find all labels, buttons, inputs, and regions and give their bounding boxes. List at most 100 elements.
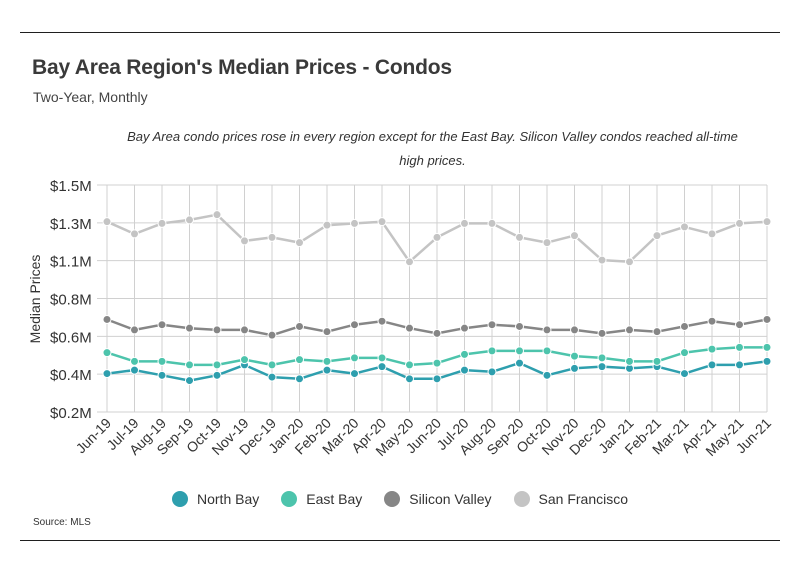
chart-legend: North Bay East Bay Silicon Valley San Franc… — [0, 491, 800, 507]
data-point-san-francisco — [597, 255, 607, 265]
y-tick-label: $0.8M — [50, 292, 92, 309]
data-point-north-bay — [542, 370, 552, 380]
data-point-north-bay — [515, 358, 524, 368]
series-east-bay — [102, 342, 772, 370]
data-point-san-francisco — [240, 236, 249, 246]
data-point-east-bay — [267, 360, 277, 370]
y-axis-label: Median Prices — [27, 255, 43, 344]
data-point-north-bay — [487, 367, 497, 377]
legend-label: San Francisco — [538, 491, 628, 507]
data-point-east-bay — [212, 360, 222, 370]
legend-swatch-east-bay — [281, 491, 298, 507]
legend-swatch-silicon-valley — [384, 491, 401, 507]
chart-subtitle: Two-Year, Monthly — [33, 89, 148, 105]
series-lines — [102, 210, 772, 386]
legend-label: Silicon Valley — [409, 491, 492, 507]
data-point-san-francisco — [377, 217, 387, 227]
data-point-north-bay — [212, 370, 222, 380]
legend-item-north-bay: North Bay — [172, 491, 259, 507]
data-point-east-bay — [652, 356, 662, 366]
data-point-east-bay — [707, 344, 717, 354]
y-axis-tick-labels: $1.5M $1.3M $1.1M $0.8M $0.6M $0.4M $0.2M — [50, 178, 92, 422]
data-point-silicon-valley — [295, 321, 304, 331]
data-point-east-bay — [735, 342, 744, 352]
data-point-silicon-valley — [487, 320, 497, 330]
top-rule — [20, 32, 780, 33]
data-point-north-bay — [460, 365, 469, 375]
data-point-silicon-valley — [267, 330, 277, 340]
bottom-rule — [20, 540, 780, 541]
y-tick-label: $1.3M — [50, 216, 92, 233]
data-point-east-bay — [625, 356, 634, 366]
data-point-silicon-valley — [322, 327, 332, 337]
data-point-north-bay — [762, 356, 772, 366]
data-point-east-bay — [130, 356, 139, 366]
data-point-silicon-valley — [212, 325, 222, 335]
y-tick-label: $0.2M — [50, 405, 92, 422]
data-point-north-bay — [597, 362, 607, 372]
source-note: Source: MLS — [33, 517, 91, 528]
data-point-silicon-valley — [707, 316, 717, 326]
data-point-east-bay — [762, 342, 772, 352]
data-point-silicon-valley — [570, 325, 579, 335]
data-point-silicon-valley — [762, 314, 772, 324]
legend-item-east-bay: East Bay — [281, 491, 362, 507]
legend-item-silicon-valley: Silicon Valley — [384, 491, 492, 507]
data-point-north-bay — [680, 369, 689, 379]
data-point-silicon-valley — [377, 316, 387, 326]
data-point-east-bay — [322, 356, 332, 366]
y-tick-label: $1.1M — [50, 254, 92, 271]
data-point-east-bay — [460, 349, 469, 359]
data-point-east-bay — [185, 360, 194, 370]
data-point-san-francisco — [515, 232, 524, 242]
data-point-silicon-valley — [460, 323, 469, 333]
data-point-east-bay — [432, 358, 442, 368]
series-san-francisco — [102, 210, 772, 267]
data-point-san-francisco — [707, 229, 717, 239]
data-point-silicon-valley — [405, 323, 414, 333]
data-point-north-bay — [377, 362, 387, 372]
data-point-silicon-valley — [625, 325, 634, 335]
data-point-silicon-valley — [542, 325, 552, 335]
data-point-east-bay — [240, 355, 249, 365]
y-tick-label: $0.6M — [50, 329, 92, 346]
data-point-silicon-valley — [680, 321, 689, 331]
data-point-north-bay — [707, 360, 717, 370]
legend-item-san-francisco: San Francisco — [513, 491, 628, 507]
series-north-bay — [102, 356, 772, 386]
data-point-san-francisco — [680, 222, 689, 232]
data-point-san-francisco — [185, 215, 194, 225]
data-point-san-francisco — [570, 231, 579, 241]
data-point-san-francisco — [157, 218, 167, 228]
data-point-north-bay — [267, 372, 277, 382]
data-point-north-bay — [405, 374, 414, 384]
data-point-north-bay — [570, 363, 579, 373]
data-point-east-bay — [405, 360, 414, 370]
data-point-north-bay — [295, 374, 304, 384]
data-point-north-bay — [350, 369, 359, 379]
data-point-north-bay — [157, 370, 167, 380]
data-point-north-bay — [185, 376, 194, 386]
data-point-east-bay — [597, 353, 607, 363]
data-point-san-francisco — [432, 232, 442, 242]
data-point-east-bay — [515, 346, 524, 356]
y-tick-label: $0.4M — [50, 367, 92, 384]
data-point-san-francisco — [652, 231, 662, 241]
legend-label: North Bay — [197, 491, 260, 507]
data-point-san-francisco — [487, 218, 497, 228]
data-point-east-bay — [487, 346, 497, 356]
data-point-silicon-valley — [185, 323, 194, 333]
data-point-san-francisco — [295, 238, 304, 248]
chart-annotation: Bay Area condo prices rose in every regi… — [127, 129, 738, 168]
y-tick-label: $1.5M — [50, 178, 92, 195]
data-point-san-francisco — [762, 217, 772, 227]
data-point-east-bay — [377, 353, 387, 363]
data-point-east-bay — [542, 346, 552, 356]
data-point-san-francisco — [212, 210, 222, 220]
data-point-san-francisco — [405, 257, 414, 267]
data-point-east-bay — [680, 348, 689, 358]
data-point-san-francisco — [102, 217, 112, 227]
data-point-silicon-valley — [432, 328, 442, 338]
data-point-east-bay — [157, 356, 167, 366]
